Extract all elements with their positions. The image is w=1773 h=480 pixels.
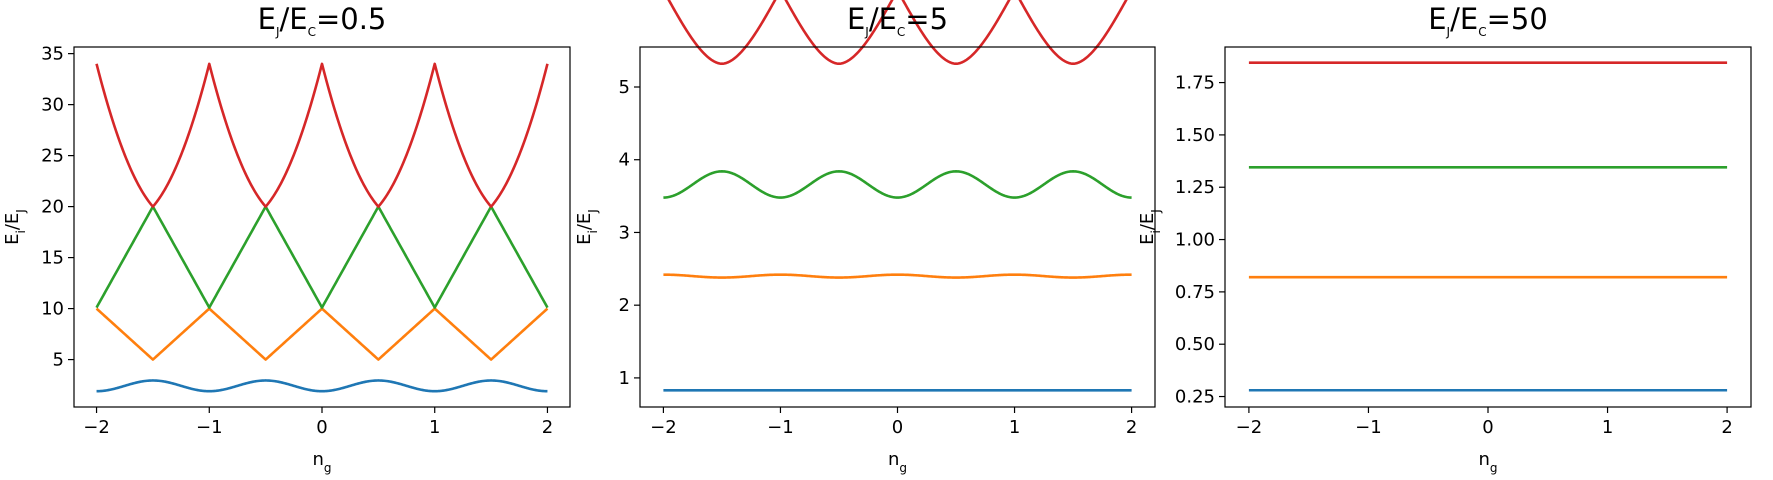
- y-tick-label: 20: [41, 197, 64, 218]
- x-tick-label: 0: [316, 417, 327, 438]
- plot-frame: [1224, 46, 1752, 408]
- x-tick-label: −1: [767, 417, 794, 438]
- y-axis-label: Ei/EJ: [574, 209, 600, 245]
- x-axis-label: ng: [312, 449, 331, 475]
- y-tick-label: 1.25: [1175, 177, 1215, 198]
- y-tick-label: 0.25: [1175, 387, 1215, 408]
- x-tick-label: 0: [1482, 417, 1493, 438]
- x-tick-label: 2: [542, 417, 553, 438]
- y-tick-label: 1.00: [1175, 230, 1215, 251]
- x-tick-label: −2: [83, 417, 110, 438]
- plot-frame: [639, 46, 1156, 408]
- y-tick-label: 35: [41, 44, 64, 65]
- y-tick-label: 3: [619, 222, 630, 243]
- plot-frame: [73, 46, 571, 408]
- y-tick-label: 15: [41, 248, 64, 269]
- series-line-3: [95, 205, 549, 309]
- x-tick-label: 1: [1602, 417, 1613, 438]
- chart-title: EJ/EC=0.5: [258, 2, 387, 39]
- series-line-4: [667, 0, 1128, 66]
- series-line-4: [95, 62, 549, 208]
- series-line-3: [663, 170, 1132, 199]
- series-line-2: [95, 307, 549, 361]
- x-tick-label: 1: [429, 417, 440, 438]
- x-tick-label: −2: [1236, 417, 1263, 438]
- x-tick-label: −1: [196, 417, 223, 438]
- y-tick-label: 5: [619, 77, 630, 98]
- x-axis-label: ng: [1478, 449, 1497, 475]
- y-tick-label: 1.75: [1175, 73, 1215, 94]
- subplot-2: −2 −1 0 1 2 1 2 3 4 5 EJ/EC=5 ng Ei/EJ: [574, 0, 1156, 475]
- x-tick-label: −2: [650, 417, 677, 438]
- y-tick-label: 30: [41, 95, 64, 116]
- y-tick-label: 0.50: [1175, 334, 1215, 355]
- x-tick-label: 0: [892, 417, 903, 438]
- y-tick-label: 25: [41, 146, 64, 167]
- y-axis-label: Ei/EJ: [2, 209, 28, 245]
- subplot-3: −2 −1 0 1 2 0.25 0.50 0.75 1.00 1.25 1.50 1.75 EJ/EC…: [1137, 2, 1752, 475]
- y-tick-label: 1: [619, 368, 630, 389]
- chart-title: EJ/EC=50: [1428, 2, 1548, 39]
- y-axis-label: Ei/EJ: [1137, 209, 1163, 245]
- y-tick-label: 5: [53, 350, 64, 371]
- x-tick-label: 2: [1126, 417, 1137, 438]
- x-axis-label: ng: [888, 449, 907, 475]
- chart-title: EJ/EC=5: [847, 2, 948, 39]
- y-tick-label: 2: [619, 295, 630, 316]
- y-tick-label: 0.75: [1175, 282, 1215, 303]
- series-line-2: [663, 273, 1132, 279]
- series-line-1: [96, 379, 548, 393]
- x-tick-label: −1: [1355, 417, 1382, 438]
- x-tick-label: 1: [1009, 417, 1020, 438]
- y-tick-label: 4: [619, 150, 630, 171]
- y-tick-label: 1.50: [1175, 125, 1215, 146]
- y-tick-label: 10: [41, 299, 64, 320]
- x-tick-label: 2: [1721, 417, 1732, 438]
